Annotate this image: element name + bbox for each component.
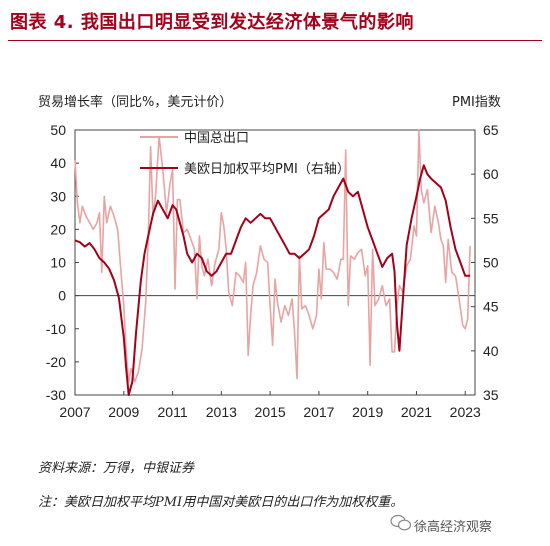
plot-area: 50 40 30 20 10 0 -10 -20 -30 65 60 55 50 45 40 35 2007 20… bbox=[46, 122, 499, 420]
wechat-icon bbox=[390, 514, 412, 531]
y-right-tick-label: 40 bbox=[483, 343, 499, 359]
y-left-tick-label: 50 bbox=[50, 122, 66, 138]
x-tick-label: 2013 bbox=[206, 404, 237, 420]
y-left-tick-label: 10 bbox=[50, 255, 66, 271]
y-axis-left-label: 贸易增长率（同比%，美元计价） bbox=[38, 94, 232, 110]
x-tick-label: 2007 bbox=[59, 404, 90, 420]
y-left-tick-label: -20 bbox=[46, 354, 66, 370]
y-right-tick-label: 50 bbox=[483, 255, 499, 271]
y-right-tick-label: 45 bbox=[483, 299, 499, 315]
legend-label: 美欧日加权平均PMI（右轴） bbox=[184, 161, 350, 177]
y-left-tick-label: -30 bbox=[46, 387, 66, 403]
y-right-tick-label: 55 bbox=[483, 210, 499, 226]
x-tick-label: 2019 bbox=[352, 404, 383, 420]
legend-label: 中国总出口 bbox=[184, 131, 249, 146]
y-left-tick-label: 40 bbox=[50, 155, 66, 171]
footnote: 注：美欧日加权平均PMI用中国对美欧日的出口作为加权权重。 bbox=[38, 495, 404, 510]
figure-title: 图表 4. 我国出口明显受到发达经济体景气的影响 bbox=[10, 12, 414, 33]
y-right-tick-label: 65 bbox=[483, 122, 499, 138]
chart-canvas: 贸易增长率（同比%，美元计价） PMI指数 50 40 30 20 10 0 -10 -20 -… bbox=[38, 94, 501, 420]
y-left-tick-label: 30 bbox=[50, 188, 66, 204]
x-tick-label: 2023 bbox=[450, 404, 481, 420]
y-axis-right-label: PMI指数 bbox=[452, 95, 501, 110]
source-note: 资料来源：万得，中银证券 bbox=[38, 461, 195, 476]
y-left-tick-label: -10 bbox=[46, 321, 66, 337]
x-tick-label: 2017 bbox=[303, 404, 334, 420]
y-left-tick-label: 20 bbox=[50, 221, 66, 237]
y-right-tick-label: 60 bbox=[483, 166, 499, 182]
watermark: 徐高经济观察 bbox=[414, 520, 493, 535]
title-rule bbox=[8, 40, 542, 41]
series-line-pmi bbox=[74, 164, 471, 396]
x-tick-label: 2009 bbox=[108, 404, 139, 420]
y-left-tick-label: 0 bbox=[58, 288, 66, 304]
x-tick-label: 2015 bbox=[255, 404, 286, 420]
y-right-tick-label: 35 bbox=[483, 387, 499, 403]
x-tick-label: 2021 bbox=[401, 404, 432, 420]
x-tick-label: 2011 bbox=[158, 404, 188, 420]
